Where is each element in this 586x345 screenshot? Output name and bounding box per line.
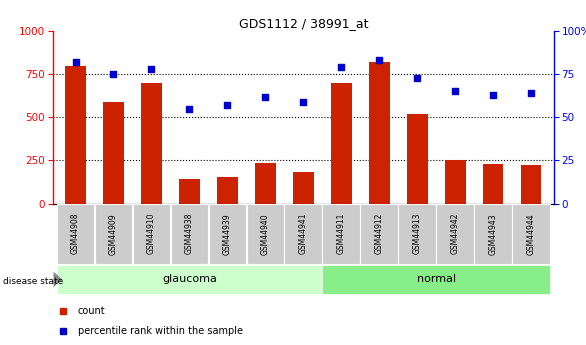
Bar [407,114,428,204]
Bar [209,204,246,264]
Point [336,65,346,70]
Bar [217,177,238,204]
Bar [360,204,398,264]
Text: GSM44943: GSM44943 [489,213,498,255]
Text: percentile rank within the sample: percentile rank within the sample [78,326,243,336]
Bar [171,204,208,264]
Text: GSM44913: GSM44913 [413,213,421,255]
Bar [65,66,86,204]
Text: GSM44938: GSM44938 [185,213,194,255]
Bar [437,204,474,264]
Point [413,75,422,80]
Bar [331,83,352,204]
Title: GDS1112 / 38991_at: GDS1112 / 38991_at [239,17,368,30]
Point [223,102,232,108]
Text: GSM44939: GSM44939 [223,213,232,255]
Polygon shape [53,272,62,287]
Text: GSM44941: GSM44941 [299,213,308,255]
Bar [322,265,550,294]
Bar [398,204,436,264]
Bar [284,204,322,264]
Bar [474,204,512,264]
Bar [483,164,503,204]
Bar [369,62,390,204]
Bar [247,204,284,264]
Point [488,92,498,98]
Bar [512,204,550,264]
Text: GSM44908: GSM44908 [71,213,80,255]
Text: GSM44942: GSM44942 [451,213,459,255]
Point [526,90,536,96]
Text: GSM44912: GSM44912 [374,213,384,254]
Point [451,89,460,94]
Point [146,66,156,72]
Point [71,59,80,65]
Bar [179,179,200,204]
Point [298,99,308,105]
Point [109,71,118,77]
Text: GSM44944: GSM44944 [526,213,536,255]
Bar [322,204,360,264]
Text: GSM44911: GSM44911 [337,213,346,254]
Bar [520,165,541,204]
Bar [95,204,132,264]
Point [261,94,270,99]
Text: GSM44940: GSM44940 [261,213,270,255]
Text: GSM44910: GSM44910 [147,213,156,255]
Bar [141,83,162,204]
Bar [293,172,314,204]
Bar [445,159,465,204]
Bar [57,204,94,264]
Text: glaucoma: glaucoma [162,275,217,284]
Bar [132,204,170,264]
Point [185,106,194,111]
Text: count: count [78,306,105,316]
Bar [57,265,322,294]
Bar [255,163,276,204]
Point [374,58,384,63]
Bar [103,102,124,204]
Text: normal: normal [417,275,456,284]
Text: disease state: disease state [3,277,63,286]
Text: GSM44909: GSM44909 [109,213,118,255]
